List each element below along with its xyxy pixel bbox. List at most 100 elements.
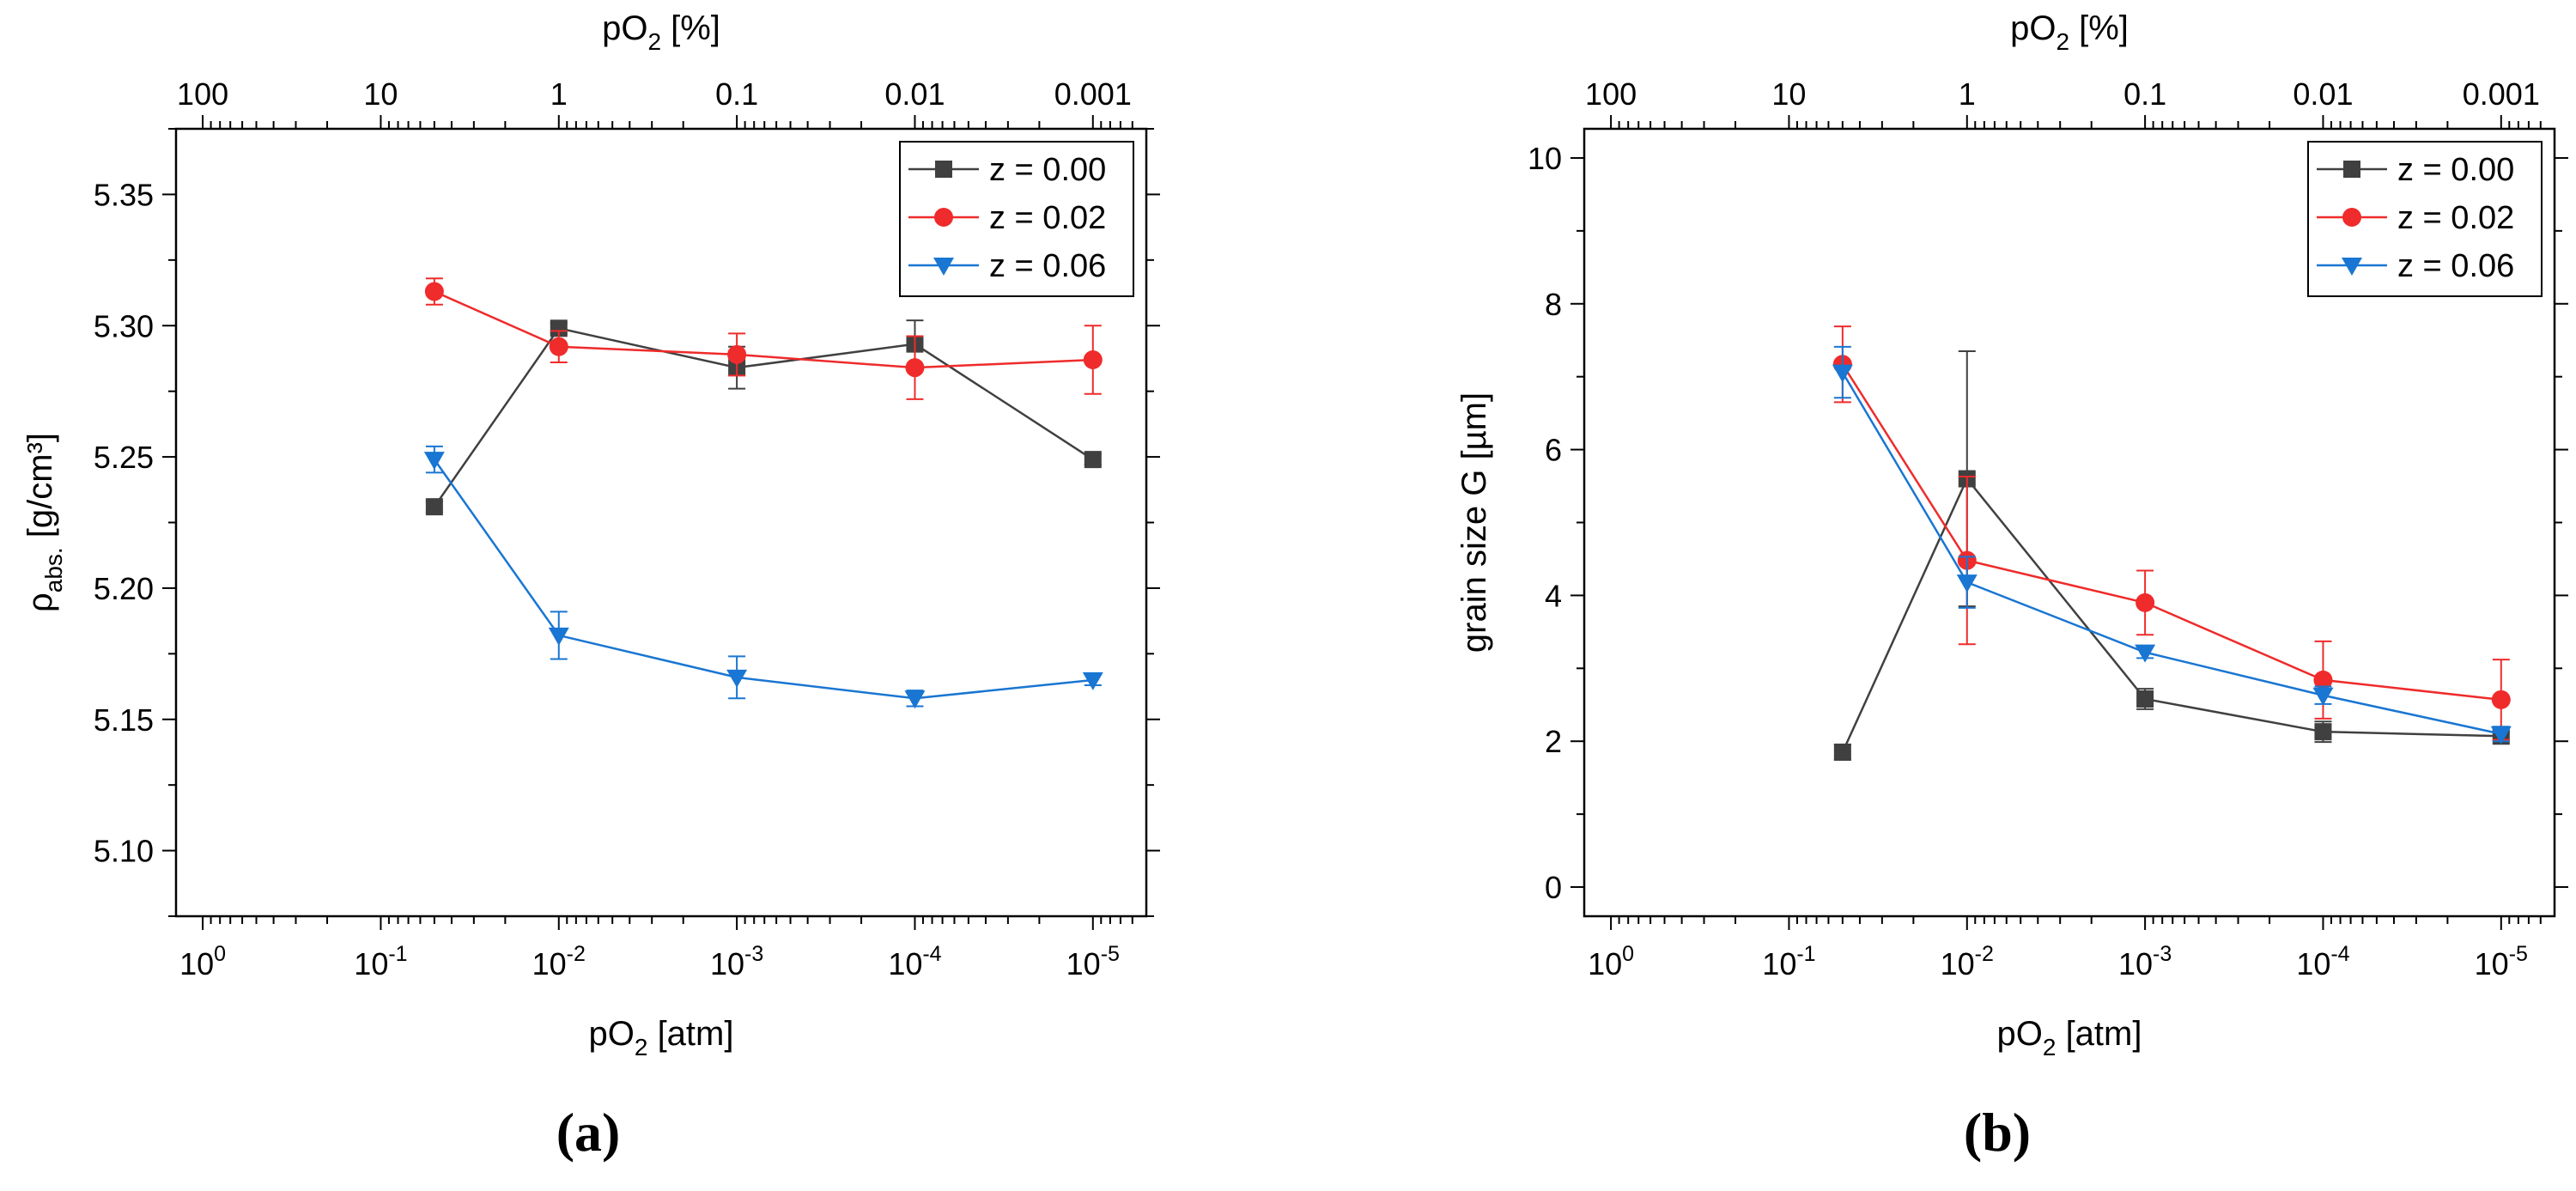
top-x-tick-label: 0.1 (715, 76, 758, 112)
top-x-axis-title-main: pO (2010, 9, 2056, 47)
marker-triangle-down (1832, 364, 1853, 383)
x-tick-exponent: -5 (1101, 942, 1120, 966)
top-x-tick-label: 0.1 (2123, 76, 2166, 112)
series-z002 (424, 277, 1103, 400)
series-z000 (1833, 349, 2510, 761)
legend-entry: z = 0.00 (2317, 152, 2514, 188)
x-tick-base: 10 (888, 946, 922, 981)
top-x-tick-label: 100 (1585, 76, 1637, 112)
x-tick-label: 10-5 (1066, 942, 1120, 981)
series-z006 (423, 445, 1103, 709)
y-axis-title-rest: [g/cm³] (21, 433, 59, 547)
y-tick-label: 5.35 (94, 177, 154, 212)
x-tick-base: 10 (354, 946, 388, 981)
marker-circle (727, 344, 747, 364)
top-x-axis-title-rest: [%] (661, 9, 720, 47)
marker-circle (2136, 592, 2155, 612)
marker-square (425, 498, 443, 516)
legend: z = 0.00 z = 0.02 z = 0.06 (2307, 141, 2543, 297)
x-tick-exponent: -1 (388, 942, 407, 966)
series-line (1841, 371, 2502, 735)
y-axis-title-main: ρ (21, 592, 59, 612)
y-tick-label: 5.25 (94, 440, 154, 475)
x-tick-base: 10 (1762, 946, 1796, 981)
series-z002 (1832, 325, 2511, 741)
y-tick-label: 5.10 (94, 834, 154, 869)
top-x-tick-label: 1 (550, 76, 568, 112)
legend-entry: z = 0.02 (908, 200, 1106, 236)
top-x-axis-title-rest: [%] (2069, 9, 2129, 47)
y-tick-label: 5.20 (94, 571, 154, 606)
x-axis-title-rest: [atm] (647, 1015, 733, 1053)
top-x-axis-title: pO2 [%] (602, 9, 720, 55)
marker-triangle-down (423, 452, 445, 471)
x-tick-exponent: -5 (2509, 942, 2528, 966)
marker-triangle-down (548, 627, 569, 646)
marker-triangle-down (2342, 258, 2362, 276)
y-axis-title-main: grain size G [µm] (1455, 392, 1493, 653)
x-tick-exponent: -3 (744, 942, 763, 966)
series-line (433, 326, 1094, 507)
marker-circle (2313, 670, 2333, 690)
legend-entry: z = 0.06 (908, 248, 1106, 284)
legend-label: z = 0.00 (989, 152, 1106, 188)
top-x-tick-label: 10 (1771, 76, 1806, 112)
x-tick-label: 10-1 (354, 942, 407, 981)
top-x-tick-label: 1 (1959, 76, 1976, 112)
marker-circle (905, 358, 925, 378)
top-x-tick-label: 0.001 (1054, 76, 1132, 112)
x-tick-label: 10-5 (2475, 942, 2528, 981)
marker-square (1833, 743, 1851, 761)
x-tick-exponent: -3 (2153, 942, 2172, 966)
x-tick-base: 10 (710, 946, 744, 981)
x-axis-title-main: pO (589, 1015, 635, 1053)
series-line (1841, 363, 2501, 702)
x-tick-exponent: 0 (214, 942, 226, 966)
marker-triangle-down (2312, 687, 2334, 706)
marker-square (2136, 690, 2154, 708)
top-x-axis-title-main: pO (602, 9, 647, 47)
x-axis-title-sub: 2 (2043, 1034, 2057, 1060)
marker-circle (934, 208, 953, 227)
x-axis-title-rest: [atm] (2056, 1015, 2142, 1053)
x-tick-exponent: -2 (567, 942, 586, 966)
top-x-tick-label: 0.01 (884, 76, 945, 112)
x-tick-label: 10-4 (888, 942, 941, 981)
x-tick-exponent: -4 (2330, 942, 2349, 966)
y-tick-label: 2 (1545, 724, 1562, 759)
legend-label: z = 0.02 (989, 200, 1106, 236)
x-tick-base: 10 (1066, 946, 1101, 981)
marker-square (2314, 723, 2332, 741)
marker-square (2343, 161, 2360, 178)
panel-label: (a) (556, 1102, 621, 1163)
y-tick-label: 4 (1545, 578, 1562, 613)
y-axis-title-sub: abs. (40, 547, 67, 592)
top-x-tick-label: 10 (363, 76, 398, 112)
legend-label: z = 0.00 (2397, 152, 2514, 188)
marker-circle (549, 337, 568, 356)
marker-circle (1083, 349, 1103, 369)
top-x-tick-label: 0.01 (2293, 76, 2353, 112)
top-x-axis-title-sub: 2 (2056, 28, 2069, 55)
x-tick-label: 10-4 (2296, 942, 2349, 981)
legend: z = 0.00 z = 0.02 z = 0.06 (899, 141, 1134, 297)
x-tick-base: 10 (1588, 946, 1622, 981)
legend-label: z = 0.02 (2397, 200, 2514, 236)
y-axis-title: grain size G [µm] (1455, 392, 1493, 653)
marker-triangle-down (1082, 671, 1103, 690)
legend-label: z = 0.06 (989, 248, 1106, 284)
x-tick-base: 10 (2475, 946, 2509, 981)
x-tick-label: 100 (1588, 942, 1634, 981)
legend-label: z = 0.06 (2397, 248, 2514, 284)
marker-triangle-down (933, 258, 954, 276)
marker-triangle-down (904, 690, 926, 709)
x-tick-exponent: -4 (922, 942, 941, 966)
marker-triangle-down (726, 669, 748, 688)
x-axis-title-main: pO (1997, 1015, 2043, 1053)
series-z000 (425, 319, 1102, 516)
x-tick-base: 10 (1941, 946, 1975, 981)
x-tick-exponent: -2 (1975, 942, 1994, 966)
